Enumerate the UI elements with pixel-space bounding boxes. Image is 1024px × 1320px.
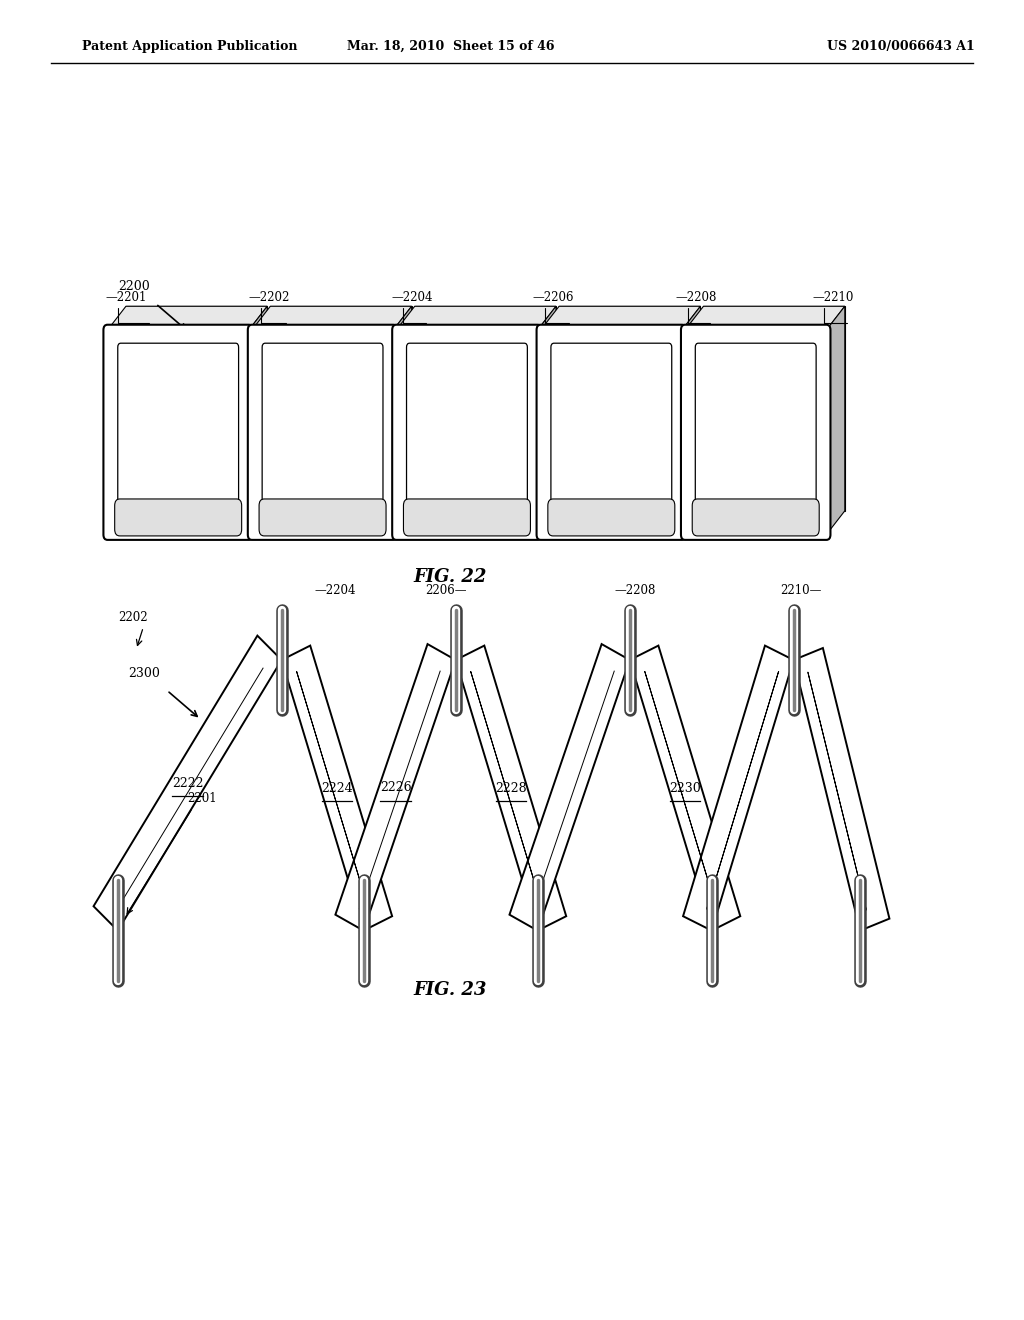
Text: US 2010/0066643 A1: US 2010/0066643 A1: [827, 40, 975, 53]
Polygon shape: [794, 648, 890, 931]
FancyBboxPatch shape: [548, 499, 675, 536]
FancyBboxPatch shape: [248, 325, 397, 540]
Polygon shape: [108, 306, 267, 330]
Polygon shape: [336, 644, 456, 931]
FancyBboxPatch shape: [392, 325, 542, 540]
Polygon shape: [808, 672, 866, 911]
Polygon shape: [683, 645, 794, 931]
Polygon shape: [541, 306, 700, 330]
FancyBboxPatch shape: [537, 325, 686, 540]
Text: 2228: 2228: [496, 781, 526, 795]
FancyBboxPatch shape: [103, 325, 253, 540]
Polygon shape: [252, 306, 412, 330]
FancyBboxPatch shape: [262, 343, 383, 510]
Polygon shape: [456, 645, 566, 931]
FancyBboxPatch shape: [692, 499, 819, 536]
Text: 2230: 2230: [669, 781, 700, 795]
Text: —2206: —2206: [532, 290, 574, 304]
Text: 2222: 2222: [153, 432, 185, 445]
Text: FIG. 22: FIG. 22: [414, 568, 487, 586]
Text: —2210: —2210: [812, 290, 853, 304]
FancyBboxPatch shape: [695, 343, 816, 510]
Polygon shape: [707, 671, 778, 909]
Polygon shape: [682, 306, 700, 535]
Polygon shape: [534, 671, 614, 908]
Text: 2230: 2230: [721, 432, 754, 445]
Text: —2201: —2201: [105, 290, 146, 304]
Text: 2201: 2201: [187, 792, 217, 805]
FancyBboxPatch shape: [403, 499, 530, 536]
Text: —2208: —2208: [614, 583, 655, 597]
Text: 2224: 2224: [322, 781, 352, 795]
Text: 2226: 2226: [380, 781, 412, 793]
Polygon shape: [645, 671, 717, 909]
Text: 2222: 2222: [172, 776, 204, 789]
Text: FIG. 23: FIG. 23: [414, 981, 487, 999]
Polygon shape: [510, 644, 630, 931]
Text: Patent Application Publication: Patent Application Publication: [82, 40, 297, 53]
Text: —2204: —2204: [391, 290, 433, 304]
Polygon shape: [297, 671, 369, 909]
Text: 2200: 2200: [118, 280, 150, 293]
Polygon shape: [559, 306, 700, 511]
Polygon shape: [282, 645, 392, 931]
Polygon shape: [471, 671, 543, 909]
Polygon shape: [126, 306, 267, 511]
Polygon shape: [393, 306, 412, 535]
FancyBboxPatch shape: [681, 325, 830, 540]
Text: 2300: 2300: [128, 667, 160, 680]
Text: 2224: 2224: [296, 432, 329, 445]
Polygon shape: [826, 306, 845, 535]
Text: 2202: 2202: [118, 611, 147, 624]
Text: 2206—: 2206—: [425, 583, 467, 597]
Polygon shape: [538, 306, 556, 535]
Polygon shape: [396, 306, 556, 330]
Polygon shape: [93, 636, 282, 931]
FancyBboxPatch shape: [118, 343, 239, 510]
FancyBboxPatch shape: [407, 343, 527, 510]
FancyBboxPatch shape: [259, 499, 386, 536]
Polygon shape: [359, 671, 440, 908]
Text: —2204: —2204: [314, 583, 356, 597]
Text: —2202: —2202: [249, 290, 290, 304]
Text: 2210—: 2210—: [780, 583, 821, 597]
Polygon shape: [270, 306, 412, 511]
Text: Mar. 18, 2010  Sheet 15 of 46: Mar. 18, 2010 Sheet 15 of 46: [347, 40, 554, 53]
Polygon shape: [119, 668, 263, 906]
Polygon shape: [249, 306, 267, 535]
Polygon shape: [415, 306, 556, 511]
FancyBboxPatch shape: [551, 343, 672, 510]
Text: 2226: 2226: [437, 432, 470, 445]
Text: —2208: —2208: [676, 290, 717, 304]
Polygon shape: [703, 306, 845, 511]
Text: 2228: 2228: [578, 432, 610, 445]
Polygon shape: [630, 645, 740, 931]
Polygon shape: [685, 306, 845, 330]
FancyBboxPatch shape: [115, 499, 242, 536]
